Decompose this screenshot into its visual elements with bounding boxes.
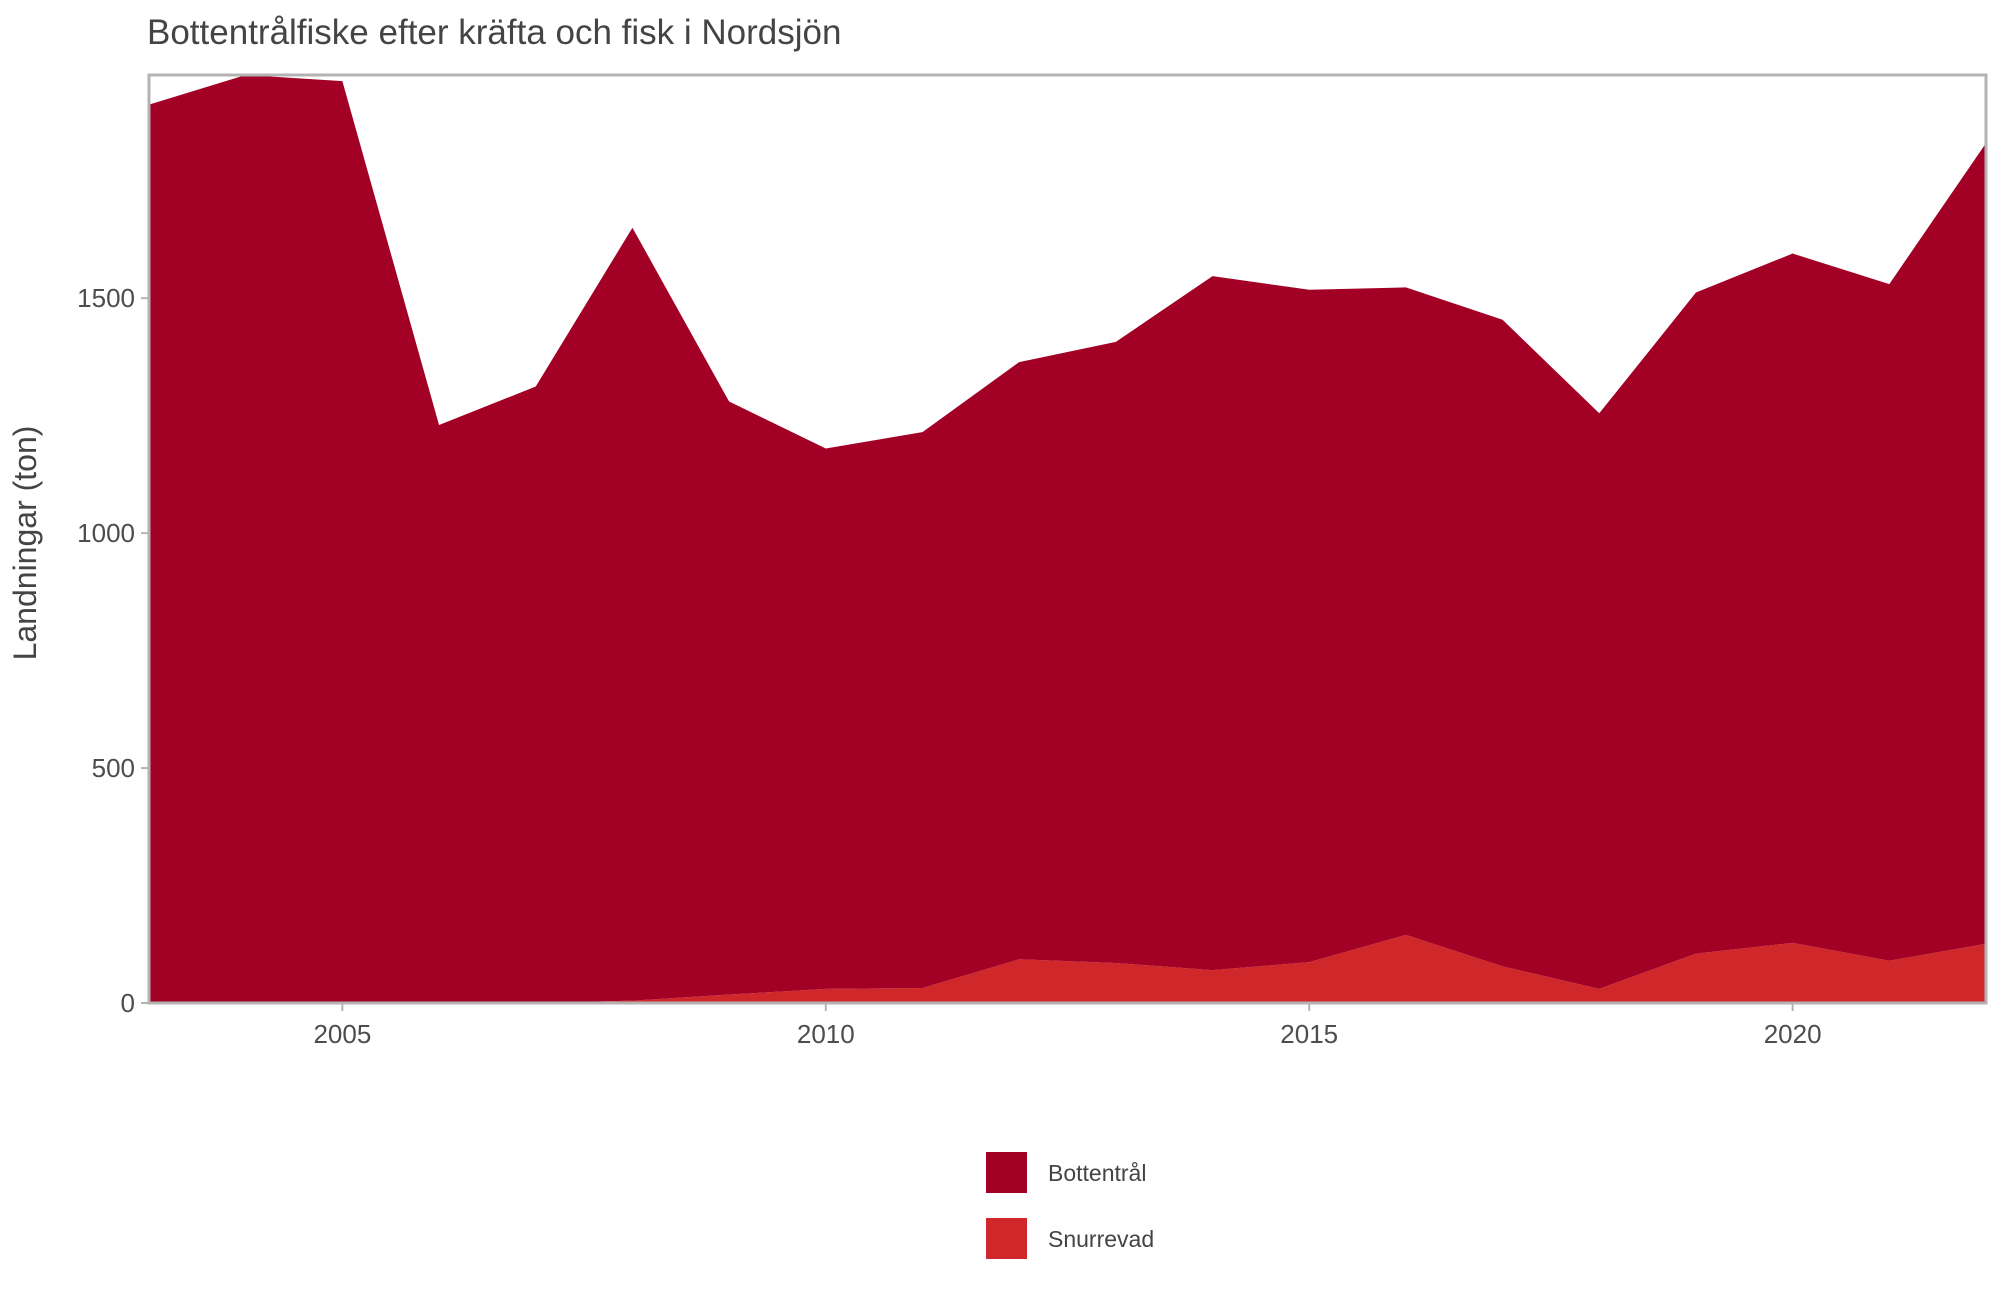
y-axis-label: Landningar (ton) bbox=[7, 426, 43, 661]
area-bottentr-l bbox=[149, 75, 1986, 1003]
area-snurrevad bbox=[149, 934, 1986, 1003]
x-axis-ticks: 2005 2010 2015 2020 bbox=[313, 1003, 1822, 1049]
x-tick-label: 2020 bbox=[1764, 1019, 1822, 1049]
y-tick-label: 1500 bbox=[77, 283, 135, 313]
x-tick-label: 2010 bbox=[797, 1019, 855, 1049]
legend-swatch-snurrevad bbox=[986, 1218, 1027, 1259]
legend-swatch-bottentr-l bbox=[986, 1152, 1027, 1193]
chart-title: Bottentrålfiske efter kräfta och fisk i … bbox=[147, 13, 841, 52]
plot-area bbox=[147, 73, 1988, 1005]
plot-frame bbox=[147, 73, 1988, 1005]
y-axis-ticks: 0 500 1000 1500 bbox=[77, 283, 149, 1018]
x-tick-label: 2015 bbox=[1280, 1019, 1338, 1049]
y-tick-label: 1000 bbox=[77, 518, 135, 548]
legend-label-bottentr-l: Bottentrål bbox=[1048, 1160, 1146, 1186]
legend-label-snurrevad: Snurrevad bbox=[1048, 1226, 1154, 1252]
y-tick-label: 500 bbox=[92, 753, 135, 783]
x-tick-label: 2005 bbox=[313, 1019, 371, 1049]
legend: Bottentrål Snurrevad bbox=[986, 1152, 1154, 1259]
y-tick-label: 0 bbox=[121, 988, 135, 1018]
